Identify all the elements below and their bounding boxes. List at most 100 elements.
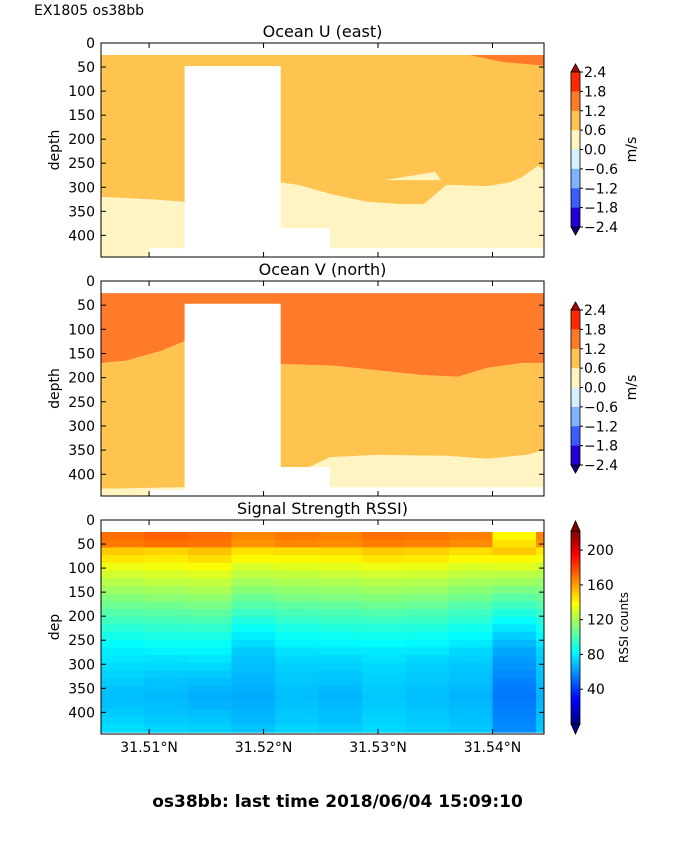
rssi-cell: [188, 716, 233, 725]
rssi-cell: [144, 570, 189, 579]
rssi-cell: [362, 539, 407, 548]
y-tick-label: 150: [68, 108, 95, 124]
y-tick-label: 250: [68, 156, 95, 172]
rssi-cell: [144, 532, 189, 541]
rssi-cell: [231, 701, 276, 710]
rssi-cell: [101, 678, 146, 687]
rssi-cell: [492, 555, 537, 564]
colorbar-gradient-step: [571, 611, 580, 616]
rssi-cell: [492, 693, 537, 702]
colorbar-extend-top: [570, 301, 581, 311]
rssi-cell: [231, 655, 276, 664]
colorbar-extend-bottom: [570, 464, 581, 474]
rssi-cell: [449, 585, 494, 595]
rssi-cell: [405, 639, 450, 648]
rssi-cell: [449, 632, 494, 641]
colorbar-segment: [571, 445, 580, 466]
rssi-cell: [101, 709, 146, 718]
y-tick-label: 150: [68, 585, 95, 601]
panel-frame-1: [100, 280, 545, 497]
colorbar-tick-label: −2.4: [584, 458, 618, 474]
rssi-cell: [492, 547, 537, 556]
colorbar-gradient-step: [571, 566, 580, 570]
rssi-cell: [449, 670, 494, 679]
colorbar-tick-label: 80: [587, 647, 605, 663]
colorbar-gradient-step: [571, 653, 580, 657]
colorbar-segment: [571, 329, 580, 350]
rssi-cell: [536, 593, 544, 602]
rssi-cell: [231, 670, 276, 679]
colorbar-tick-label: −1.2: [584, 419, 618, 435]
colorbar-segment: [571, 91, 580, 112]
rssi-cell: [318, 532, 363, 541]
rssi-cell: [405, 593, 450, 602]
rssi-cell: [405, 601, 450, 610]
colorbar-gradient-step: [571, 630, 580, 635]
rssi-cell: [231, 639, 276, 648]
colorbar-gradient-step: [571, 685, 580, 690]
rssi-cell: [536, 655, 544, 664]
panel-frame-2: [100, 519, 545, 735]
rssi-cell: [188, 609, 233, 618]
rssi-cell: [101, 639, 146, 648]
rssi-cell: [101, 609, 146, 618]
rssi-cell: [492, 709, 537, 718]
colorbar-segment: [571, 406, 580, 427]
panel-title-2: Signal Strength RSSI): [237, 499, 408, 518]
rssi-cell: [275, 693, 320, 702]
colorbar-tick-label: 120: [587, 613, 614, 629]
rssi-cell: [492, 562, 537, 572]
rssi-cell: [362, 670, 407, 679]
rssi-cell: [144, 555, 189, 564]
rssi-cell: [405, 547, 450, 556]
rssi-cell: [318, 609, 363, 618]
rssi-cell: [536, 570, 544, 579]
colorbar-gradient-step: [571, 666, 580, 670]
colorbar-gradient-step: [571, 698, 580, 702]
colorbar-gradient-step: [571, 672, 580, 677]
contour-region-1-4: [101, 487, 185, 496]
rssi-cell: [449, 709, 494, 718]
rssi-cell: [362, 547, 407, 556]
colorbar-gradient-step: [571, 547, 580, 551]
rssi-cell: [405, 662, 450, 672]
rssi-cell: [449, 570, 494, 579]
colorbar-gradient-step: [571, 633, 580, 638]
rssi-cell: [275, 662, 320, 672]
rssi-cell: [492, 593, 537, 602]
colorbar-gradient-step: [571, 720, 580, 725]
colorbar-tick-label: 0.6: [584, 123, 606, 139]
colorbar-gradient-step: [571, 637, 580, 641]
rssi-cell: [231, 578, 276, 587]
rssi-cell: [144, 578, 189, 587]
colorbar-gradient-step: [571, 717, 580, 722]
colorbar-gradient-step: [571, 563, 580, 567]
rssi-cell: [231, 562, 276, 572]
rssi-cell: [318, 716, 363, 725]
rssi-cell: [144, 678, 189, 687]
rssi-cell: [362, 662, 407, 672]
rssi-cell: [144, 562, 189, 572]
rssi-cell: [362, 593, 407, 602]
rssi-cell: [318, 632, 363, 641]
rssi-cell: [144, 709, 189, 718]
y-tick-label: 400: [68, 228, 95, 244]
rssi-cell: [536, 547, 544, 556]
rssi-cell: [536, 585, 544, 595]
rssi-cell: [188, 709, 233, 718]
colorbar-gradient-step: [571, 662, 580, 667]
colorbar-gradient-step: [571, 621, 580, 625]
rssi-cell: [449, 539, 494, 548]
colorbar-tick-label: 40: [587, 682, 605, 698]
y-tick-label: 50: [77, 298, 95, 314]
rssi-cell: [362, 562, 407, 572]
rssi-cell: [275, 678, 320, 687]
rssi-cell: [536, 662, 544, 672]
colorbar-gradient-step: [571, 695, 580, 699]
colorbar-gradient-step: [571, 550, 580, 554]
rssi-cell: [275, 562, 320, 572]
y-tick-label: 50: [77, 537, 95, 553]
colorbar-segment: [571, 168, 580, 189]
rssi-cell: [275, 639, 320, 648]
rssi-cell: [275, 670, 320, 679]
